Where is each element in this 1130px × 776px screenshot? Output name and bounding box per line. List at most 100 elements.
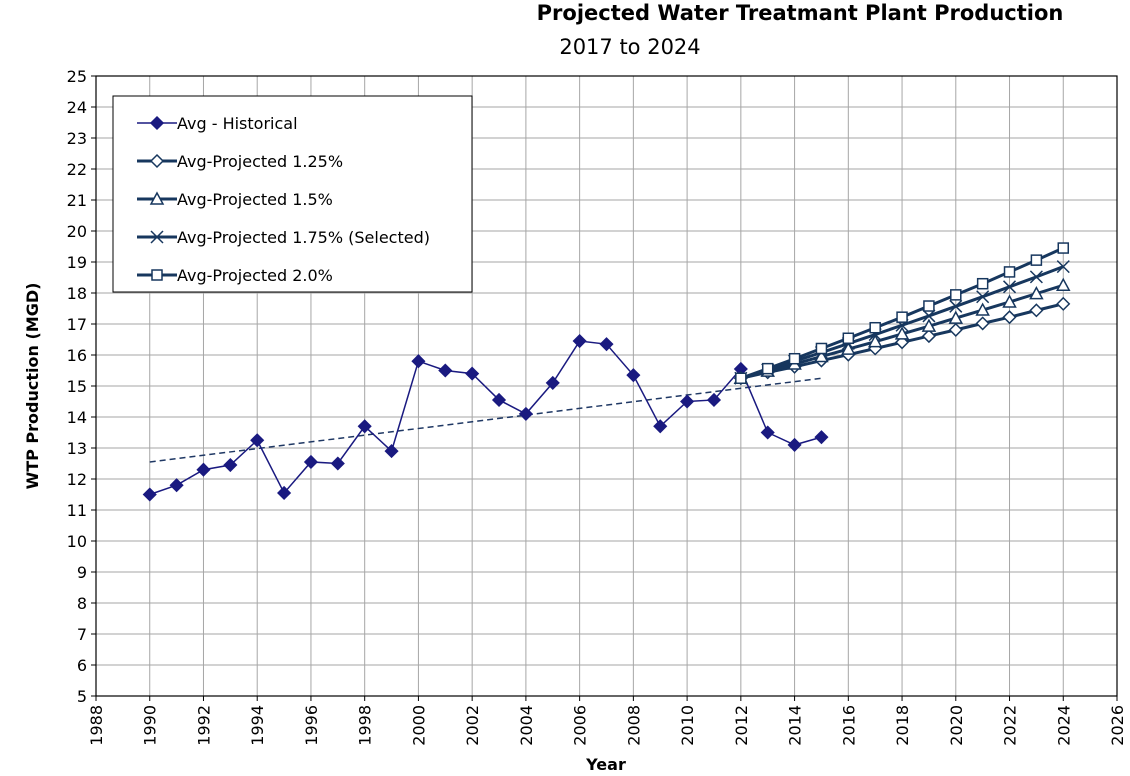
legend-label: Avg-Projected 1.5% (177, 190, 333, 209)
marker (680, 394, 695, 409)
marker (706, 392, 722, 408)
legend-label: Avg - Historical (177, 114, 298, 133)
legend-label: Avg-Projected 2.0% (177, 266, 333, 285)
legend-marker (149, 153, 165, 169)
marker (761, 362, 774, 375)
y-tick-label: 8 (77, 594, 87, 613)
legend-marker (149, 191, 165, 205)
y-tick-label: 19 (67, 253, 87, 272)
y-tick-label: 12 (67, 470, 87, 489)
marker (1055, 277, 1071, 291)
marker (438, 363, 453, 378)
y-tick-label: 10 (67, 532, 87, 551)
marker (976, 290, 990, 304)
marker (1002, 310, 1017, 325)
legend-box (112, 95, 473, 293)
marker (869, 321, 881, 334)
y-tick-label: 17 (67, 315, 87, 334)
marker (948, 322, 963, 337)
y-tick-label: 16 (67, 346, 87, 365)
marker (626, 368, 641, 383)
x-tick-label: 2014 (786, 705, 805, 746)
marker (788, 352, 801, 365)
y-tick-label: 24 (67, 98, 87, 117)
marker (277, 485, 292, 501)
marker (653, 419, 668, 434)
y-axis-label: WTP Production (MGD) (23, 283, 42, 490)
x-tick-label: 2010 (678, 705, 697, 746)
x-tick-label: 2004 (517, 705, 536, 746)
y-tick-label: 21 (67, 191, 87, 210)
legend-marker (151, 269, 163, 281)
x-axis-label: Year (585, 755, 626, 774)
x-tick-label: 1990 (141, 705, 160, 746)
marker (384, 444, 399, 459)
marker (842, 332, 855, 345)
y-tick-label: 11 (67, 501, 87, 520)
y-tick-label: 22 (67, 160, 87, 179)
marker (949, 299, 963, 313)
marker (975, 302, 990, 316)
marker (142, 487, 157, 502)
marker (1056, 260, 1070, 274)
marker (1003, 266, 1016, 278)
marker (223, 457, 238, 473)
plot-border (95, 75, 1118, 697)
x-tick-label: 1998 (356, 705, 375, 746)
marker (923, 300, 935, 312)
marker (196, 462, 211, 477)
legend-marker (149, 115, 165, 131)
x-tick-label: 2002 (463, 705, 482, 746)
y-tick-label: 14 (67, 408, 87, 427)
marker (1030, 254, 1043, 266)
chart-title: Projected Water Treatmant Plant Producti… (537, 1, 1064, 25)
marker (169, 478, 184, 493)
marker (921, 318, 937, 332)
marker (814, 430, 829, 445)
x-tick-label: 2022 (1001, 705, 1020, 746)
marker (1029, 270, 1043, 284)
x-tick-label: 2006 (571, 705, 590, 746)
x-tick-label: 2008 (624, 705, 643, 746)
x-tick-label: 1994 (248, 705, 267, 746)
marker (250, 433, 265, 448)
marker (787, 437, 802, 452)
marker (975, 316, 990, 331)
x-tick-label: 1992 (194, 705, 213, 746)
marker (760, 425, 775, 440)
y-tick-label: 7 (77, 625, 87, 644)
marker (1029, 286, 1044, 300)
legend-marker (150, 230, 164, 244)
marker (491, 392, 507, 408)
marker (815, 342, 828, 355)
x-tick-label: 2000 (409, 705, 428, 746)
y-tick-label: 20 (67, 222, 87, 241)
y-tick-label: 9 (77, 563, 87, 582)
marker (411, 354, 426, 369)
y-tick-label: 18 (67, 284, 87, 303)
marker (1057, 242, 1070, 254)
x-tick-label: 2016 (839, 705, 858, 746)
legend-label: Avg-Projected 1.25% (177, 152, 343, 171)
x-tick-label: 2020 (947, 705, 966, 746)
y-tick-label: 23 (67, 129, 87, 148)
y-tick-label: 13 (67, 439, 87, 458)
marker (896, 311, 908, 323)
marker (841, 341, 856, 355)
x-tick-label: 1988 (87, 705, 106, 746)
y-tick-label: 15 (67, 377, 87, 396)
marker (950, 289, 962, 301)
marker (518, 406, 533, 421)
marker (330, 456, 345, 471)
marker (303, 454, 319, 470)
y-tick-label: 25 (67, 67, 87, 86)
marker (357, 419, 372, 434)
marker (976, 277, 989, 290)
marker (922, 309, 936, 323)
x-tick-label: 2018 (893, 705, 912, 746)
x-tick-label: 1996 (302, 705, 321, 746)
marker (1029, 303, 1044, 318)
legend-label: Avg-Projected 1.75% (Selected) (177, 228, 430, 247)
marker (1056, 296, 1071, 311)
